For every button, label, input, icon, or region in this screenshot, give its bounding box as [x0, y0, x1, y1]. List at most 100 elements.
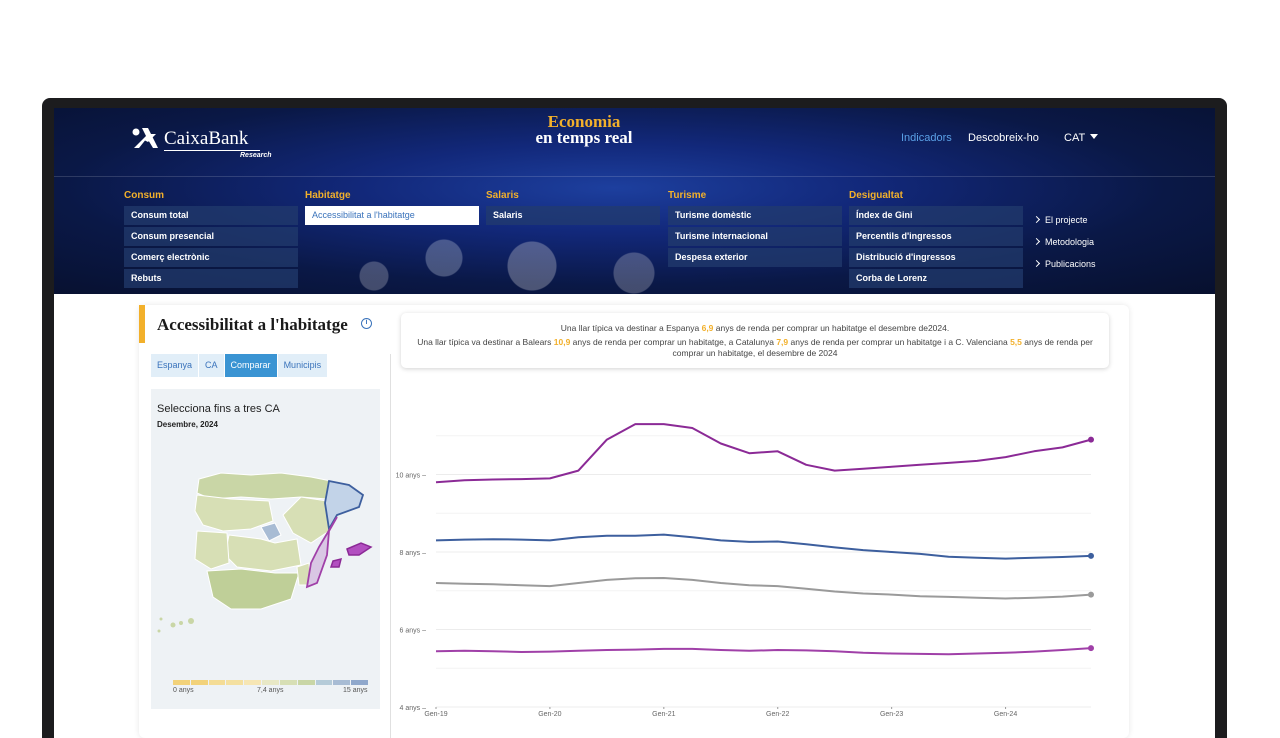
menu-item-percentils[interactable]: Percentils d'ingressos — [849, 227, 1023, 246]
link-label: Publicacions — [1045, 259, 1096, 269]
chevron-right-icon — [1032, 259, 1041, 268]
language-selector[interactable]: CAT — [1064, 132, 1099, 144]
menu-item-distribucio[interactable]: Distribució d'ingressos — [849, 248, 1023, 267]
scale-max-label: 15 anys — [343, 687, 368, 694]
map-title: Selecciona fins a tres CA — [157, 403, 280, 415]
menu-desigualtat: Desigualtat Índex de Gini Percentils d'i… — [849, 190, 1023, 290]
summary-value: 7,9 — [776, 337, 789, 347]
region-andalucia[interactable] — [206, 568, 300, 610]
tab-municipis[interactable]: Municipis — [277, 354, 328, 377]
site-brand[interactable]: Economia en temps real — [524, 112, 644, 147]
summary-box: Una llar típica va destinar a Espanya 6,… — [401, 313, 1109, 368]
menu-item-lorenz[interactable]: Corba de Lorenz — [849, 269, 1023, 288]
menu-title-salaris: Salaris — [486, 190, 519, 201]
menu-title-turisme: Turisme — [668, 190, 707, 201]
menu-item-gini[interactable]: Índex de Gini — [849, 206, 1023, 225]
series-line-3 — [435, 647, 1092, 656]
x-tick-label: Gen-20 — [538, 711, 561, 717]
series-endpoint-0 — [1088, 436, 1094, 443]
link-label: El projecte — [1045, 215, 1088, 225]
logo-rule — [164, 150, 260, 151]
series-line-0 — [435, 423, 1092, 484]
y-tick-label: 4 anys – — [400, 705, 427, 712]
region-aragon[interactable] — [282, 496, 330, 544]
info-icon[interactable]: i — [361, 318, 372, 329]
browser-screen: CaixaBank Research Economia en temps rea… — [54, 108, 1215, 738]
region-madrid[interactable] — [260, 522, 282, 542]
summary-line-1: Una llar típica va destinar a Espanya 6,… — [417, 323, 1093, 334]
region-balears-2[interactable] — [329, 557, 343, 568]
menu-item-accessibilitat[interactable]: Accessibilitat a l'habitatge — [305, 206, 479, 225]
y-tick-label: 6 anys – — [400, 628, 427, 635]
color-scale — [173, 680, 369, 685]
menu-item-salaris[interactable]: Salaris — [486, 206, 660, 225]
menu-item-consum-total[interactable]: Consum total — [124, 206, 298, 225]
region-castilla-mancha[interactable] — [224, 534, 302, 572]
region-extremadura[interactable] — [194, 530, 230, 570]
language-label: CAT — [1064, 132, 1086, 144]
spain-map[interactable] — [151, 459, 380, 639]
summary-text: anys de renda per comprar un habitatge e… — [713, 323, 950, 333]
summary-text: Una llar típica va destinar a Espanya — [560, 323, 702, 333]
menu-habitatge: Habitatge Accessibilitat a l'habitatge — [305, 190, 479, 227]
tab-ca[interactable]: CA — [199, 354, 224, 377]
caret-down-icon — [1090, 134, 1099, 139]
menu-item-comerc-electronic[interactable]: Comerç electrònic — [124, 248, 298, 267]
series-endpoint-2 — [1088, 591, 1094, 598]
menu-title-habitatge: Habitatge — [305, 190, 351, 201]
x-tick-label: Gen-23 — [880, 711, 903, 717]
line-chart: 4 anys – 6 anys – 8 anys – 10 anys – Gen-19 G… — [396, 423, 1094, 717]
map-date: Desembre, 2024 — [157, 420, 218, 429]
series-endpoint-3 — [1088, 645, 1094, 652]
menu-item-rebuts[interactable]: Rebuts — [124, 269, 298, 288]
logo-name: CaixaBank — [164, 128, 249, 149]
view-tabs: Espanya CA Comparar Municipis — [151, 354, 328, 377]
scale-mid-label: 7,4 anys — [257, 687, 284, 694]
menu-title-consum: Consum — [124, 190, 164, 201]
x-tick-label: Gen-22 — [766, 711, 789, 717]
chevron-right-icon — [1032, 215, 1041, 224]
menu-salaris: Salaris Salaris — [486, 190, 660, 227]
region-castilla-leon[interactable] — [194, 494, 274, 532]
scale-min-label: 0 anys — [173, 687, 194, 694]
series-endpoint-1 — [1088, 552, 1094, 559]
region-north[interactable] — [196, 472, 332, 500]
region-balears[interactable] — [346, 542, 373, 556]
star-icon — [132, 128, 158, 148]
brand-line-1: Economia — [547, 112, 621, 131]
nav-descobreix[interactable]: Descobreix-ho — [968, 132, 1039, 144]
link-metodologia[interactable]: Metodologia — [1032, 237, 1095, 247]
menu-item-turisme-domestic[interactable]: Turisme domèstic — [668, 206, 842, 225]
link-label: Metodologia — [1045, 237, 1095, 247]
tab-comparar[interactable]: Comparar — [224, 354, 277, 377]
x-tick-label: Gen-24 — [994, 711, 1017, 717]
summary-value: 5,5 — [1010, 337, 1022, 347]
menu-item-despesa-exterior[interactable]: Despesa exterior — [668, 248, 842, 267]
summary-text: anys de renda per comprar un habitatge, … — [672, 337, 1093, 358]
tab-espanya[interactable]: Espanya — [151, 354, 199, 377]
menu-turisme: Turisme Turisme domèstic Turisme interna… — [668, 190, 842, 269]
menu-consum: Consum Consum total Consum presencial Co… — [124, 190, 298, 290]
summary-value: 6,9 — [701, 323, 714, 333]
region-canarias[interactable] — [157, 617, 195, 633]
monitor-frame: CaixaBank Research Economia en temps rea… — [42, 98, 1227, 738]
title-accent-bar — [139, 305, 145, 343]
map-panel: Selecciona fins a tres CA Desembre, 2024 — [151, 389, 380, 709]
header-hero: CaixaBank Research Economia en temps rea… — [54, 108, 1215, 294]
link-publicacions[interactable]: Publicacions — [1032, 259, 1096, 269]
summary-value: 10,9 — [553, 337, 571, 347]
region-valenciana[interactable] — [305, 516, 338, 589]
summary-text: Una llar típica va destinar a Balears — [417, 337, 554, 347]
menu-title-desigualtat: Desigualtat — [849, 190, 903, 201]
link-el-projecte[interactable]: El projecte — [1032, 215, 1088, 225]
summary-line-2: Una llar típica va destinar a Balears 10… — [417, 337, 1093, 359]
nav-indicadors[interactable]: Indicadors — [901, 132, 952, 144]
panel-divider — [390, 354, 391, 738]
brand-line-2: en temps real — [535, 128, 633, 147]
logo-subtitle: Research — [240, 152, 272, 159]
caixabank-logo[interactable]: CaixaBank Research — [130, 126, 272, 166]
region-catalunya[interactable] — [324, 479, 365, 532]
menu-item-consum-presencial[interactable]: Consum presencial — [124, 227, 298, 246]
menu-item-turisme-internacional[interactable]: Turisme internacional — [668, 227, 842, 246]
header-divider — [54, 176, 1215, 177]
